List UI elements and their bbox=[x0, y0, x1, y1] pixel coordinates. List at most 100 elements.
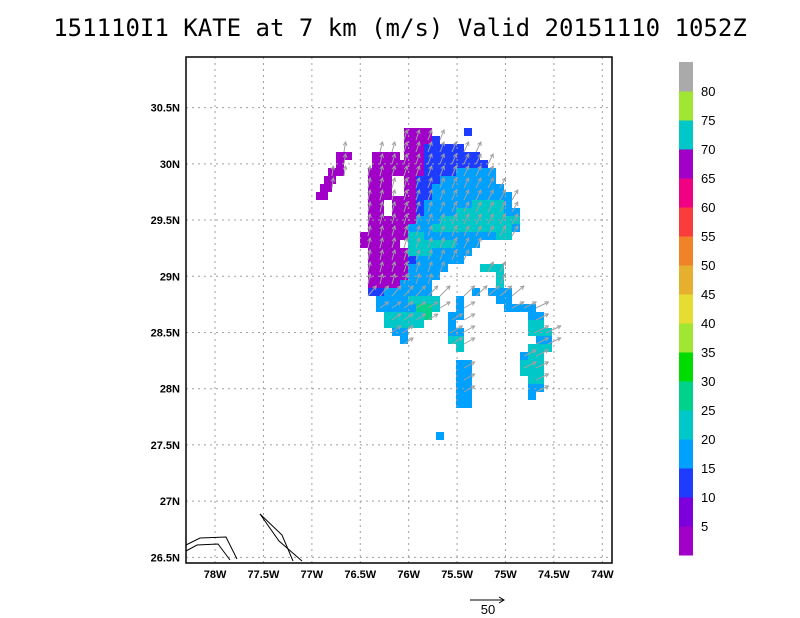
wind-vector-arrow bbox=[523, 349, 538, 357]
wind-vector-arrow bbox=[330, 164, 336, 177]
wind-vector-arrow bbox=[403, 273, 409, 285]
wind-vector-arrow bbox=[475, 237, 482, 249]
wind-vector-arrow bbox=[439, 189, 445, 201]
wind-vector-arrow bbox=[367, 285, 377, 297]
wind-vector-arrow bbox=[475, 213, 482, 225]
wind-vector-arrow bbox=[415, 129, 421, 141]
wind-speed-cell bbox=[480, 264, 504, 272]
wind-speed-cell bbox=[408, 296, 440, 304]
wind-vector-arrow bbox=[367, 200, 372, 213]
wind-speed-cell bbox=[464, 128, 472, 136]
wind-vector-arrow bbox=[403, 177, 409, 189]
wind-vector-arrow bbox=[487, 261, 494, 273]
wind-vector-arrow bbox=[367, 236, 372, 249]
wind-speed-cell bbox=[400, 336, 408, 344]
wind-vector-arrow bbox=[439, 225, 445, 237]
wind-speed-cell bbox=[432, 304, 440, 312]
wind-vector-arrow bbox=[451, 237, 458, 249]
colorbar-swatch bbox=[679, 265, 693, 295]
wind-vector-arrow bbox=[415, 153, 421, 165]
wind-vector-arrow bbox=[427, 129, 433, 141]
wind-vector-arrow bbox=[463, 337, 476, 345]
wind-speed-cell bbox=[424, 312, 432, 320]
wind-vector-arrow bbox=[463, 177, 470, 189]
wind-vector-arrow bbox=[403, 285, 414, 297]
latitude-label: 29.5N bbox=[151, 215, 180, 227]
colorbar-label: 60 bbox=[701, 200, 715, 215]
wind-speed-cell bbox=[416, 192, 432, 200]
wind-vector-arrow bbox=[463, 189, 470, 201]
colorbar-label: 75 bbox=[701, 113, 715, 128]
wind-vector-arrow bbox=[391, 152, 397, 165]
wind-vector-arrow bbox=[427, 261, 433, 273]
map-title: 151110I1 KATE at 7 km (m/s) Valid 201511… bbox=[53, 14, 747, 42]
wind-vector-arrow bbox=[415, 225, 421, 237]
wind-speed-cell bbox=[512, 224, 520, 232]
wind-speed-cell bbox=[408, 272, 440, 280]
wind-vector-arrow bbox=[463, 361, 476, 369]
wind-speed-cell bbox=[456, 168, 496, 176]
wind-speed-cell bbox=[496, 232, 512, 240]
wind-vector-arrow bbox=[451, 337, 464, 345]
latitude-label: 28N bbox=[160, 384, 180, 396]
longitude-label: 77W bbox=[301, 569, 324, 581]
wind-vector-arrow bbox=[391, 325, 402, 333]
wind-vector-arrow bbox=[451, 189, 458, 201]
wind-speed-cell bbox=[424, 200, 472, 208]
colorbar-label: 70 bbox=[701, 142, 715, 157]
wind-speed-cell bbox=[528, 312, 544, 320]
latitude-label: 29N bbox=[160, 271, 180, 283]
wind-vector-arrow bbox=[511, 225, 519, 237]
wind-vector-arrow bbox=[427, 201, 433, 213]
wind-vector-arrow bbox=[463, 249, 470, 261]
colorbar-label: 55 bbox=[701, 229, 715, 244]
wind-speed-cell bbox=[376, 304, 416, 312]
colorbar-label: 50 bbox=[701, 258, 715, 273]
colorbar-swatch bbox=[679, 497, 693, 527]
wind-vector-arrow bbox=[511, 301, 525, 309]
wind-speed-cell bbox=[404, 144, 424, 152]
wind-vector-arrow bbox=[535, 349, 550, 357]
wind-speed-cell bbox=[456, 296, 464, 304]
wind-vector-arrow bbox=[367, 164, 372, 177]
wind-vector-arrow bbox=[439, 213, 445, 225]
wind-vector-arrow bbox=[547, 325, 562, 333]
wind-vector-arrow bbox=[379, 285, 390, 297]
colorbar-label: 40 bbox=[701, 316, 715, 331]
wind-vector-arrow bbox=[511, 285, 525, 297]
wind-vector-arrow bbox=[475, 141, 482, 153]
wind-vector-arrow bbox=[403, 189, 409, 201]
wind-vector-arrow bbox=[403, 237, 409, 249]
wind-vector-arrow bbox=[342, 140, 348, 153]
wind-speed-cell bbox=[424, 232, 496, 240]
wind-vector-arrow bbox=[511, 213, 519, 225]
wind-speed-cell bbox=[368, 280, 400, 288]
wind-vector-arrow bbox=[415, 273, 421, 285]
wind-speed-cell bbox=[504, 200, 512, 208]
wind-vector-arrow bbox=[463, 313, 476, 321]
wind-speed-cell bbox=[404, 136, 432, 144]
wind-vector-arrow bbox=[379, 248, 384, 261]
wind-vector-arrow bbox=[487, 177, 494, 189]
wind-speed-cell bbox=[372, 152, 400, 160]
wind-speed-cell bbox=[392, 200, 416, 208]
wind-speed-cell bbox=[368, 256, 408, 264]
wind-vector-arrow bbox=[499, 225, 507, 237]
wind-vector-arrow bbox=[535, 337, 550, 345]
wind-speed-cell bbox=[448, 336, 464, 344]
wind-vector-arrow bbox=[451, 249, 458, 261]
longitude-label: 74W bbox=[591, 569, 614, 581]
colorbar-label: 25 bbox=[701, 403, 715, 418]
graticule bbox=[186, 57, 612, 563]
wind-vector-arrow bbox=[403, 129, 409, 141]
wind-vector-arrow bbox=[427, 165, 433, 177]
wind-vector-arrow bbox=[391, 301, 402, 309]
wind-vector-arrow bbox=[439, 237, 445, 249]
wind-vector-arrow bbox=[391, 176, 397, 189]
wind-speed-cell bbox=[424, 168, 456, 176]
wind-speed-cell bbox=[336, 160, 344, 168]
wind-speed-cell bbox=[368, 248, 408, 256]
wind-vector-arrow bbox=[451, 165, 458, 177]
wind-vector-arrow bbox=[379, 301, 390, 309]
longitude-label: 77.5W bbox=[248, 569, 280, 581]
